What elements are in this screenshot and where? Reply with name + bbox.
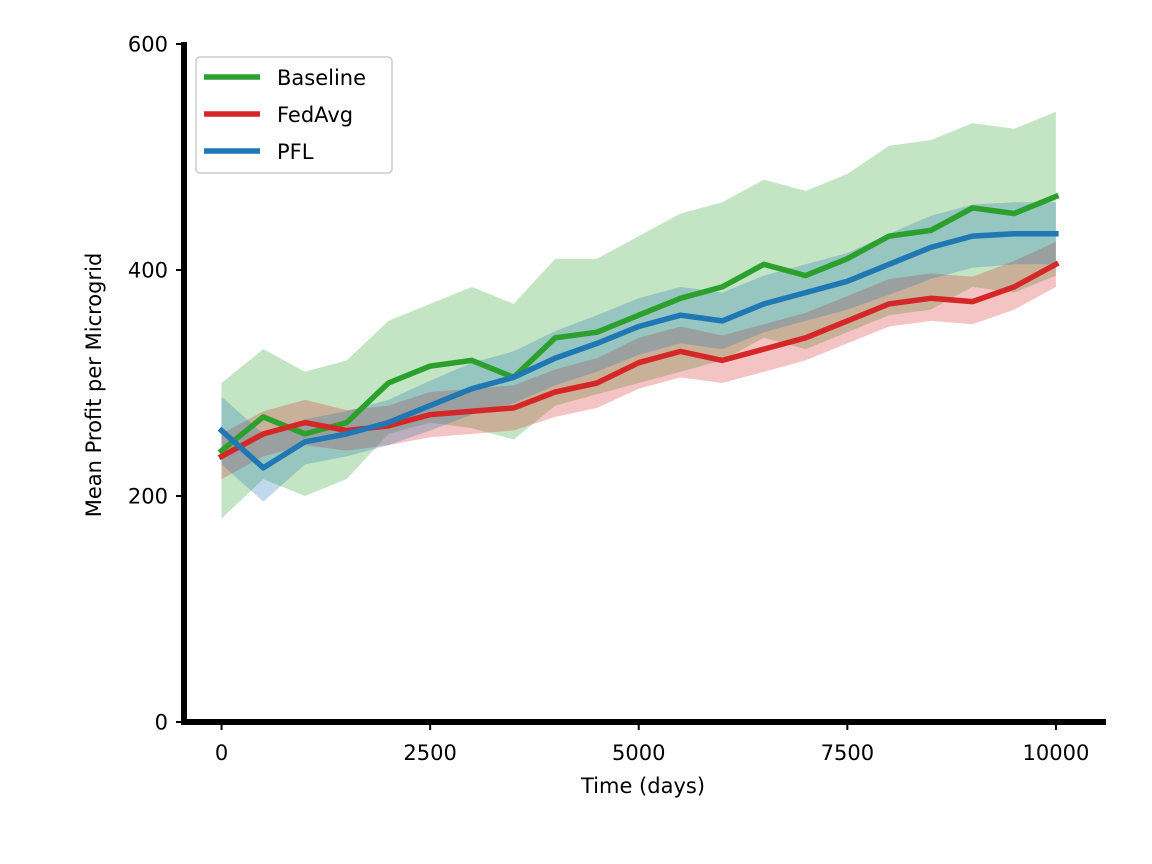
legend-label-baseline: Baseline (277, 66, 366, 90)
x-tick-label: 2500 (403, 741, 456, 765)
legend-label-pfl: PFL (277, 140, 314, 164)
pfl-line (217, 231, 1059, 471)
axes (181, 42, 1106, 725)
y-tick-label: 400 (128, 259, 168, 283)
y-tick-label: 200 (128, 485, 168, 509)
y-ticks: 0 200 400 600 (128, 33, 184, 735)
legend: Baseline FedAvg PFL (195, 56, 393, 174)
x-tick-label: 7500 (821, 741, 874, 765)
y-tick-label: 0 (155, 711, 168, 735)
y-tick-label: 600 (128, 33, 168, 57)
x-ticks: 0 2500 5000 7500 10000 (215, 722, 1089, 765)
pfl-band (221, 202, 1056, 502)
baseline-line (217, 192, 1060, 455)
x-tick-label: 10000 (1023, 741, 1090, 765)
x-tick-label: 5000 (612, 741, 665, 765)
y-axis-title: Mean Profit per Microgrid (82, 253, 106, 518)
x-axis-title: Time (days) (580, 774, 705, 798)
series-lines (217, 192, 1060, 471)
legend-label-fedavg: FedAvg (277, 103, 353, 127)
x-tick-label: 0 (215, 741, 228, 765)
legend-frame (195, 56, 393, 174)
legend-items: Baseline FedAvg PFL (204, 66, 366, 164)
